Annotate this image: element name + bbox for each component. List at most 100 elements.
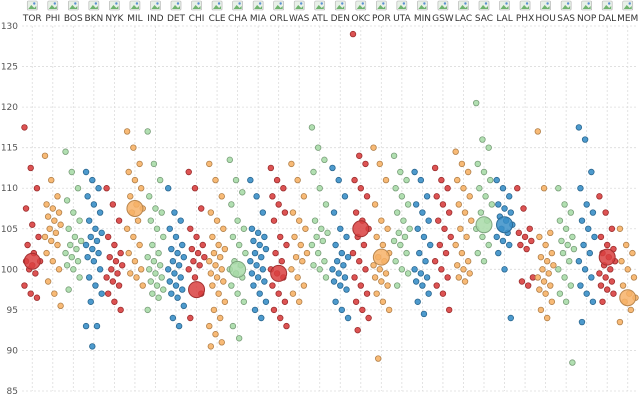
data-point-den (337, 282, 344, 289)
team-logo-uta (396, 0, 408, 11)
team-logo-sas (560, 0, 572, 11)
data-point-nyk (109, 201, 117, 208)
team-label-lal: LAL (496, 14, 512, 24)
data-point-min (427, 241, 434, 249)
team-logo-min (417, 0, 428, 11)
data-point-tor (33, 185, 41, 192)
data-point-mem (624, 266, 631, 273)
data-point-ind (146, 266, 153, 273)
data-point-ind (155, 249, 162, 257)
data-point-por (376, 160, 383, 168)
data-point-phx (517, 241, 524, 249)
team-label-den: DEN (331, 14, 350, 24)
image-placeholder-sun (74, 2, 77, 5)
highlight-point-okc (352, 220, 370, 238)
data-point-mem (618, 258, 625, 265)
team-label-was: WAS (289, 14, 310, 24)
image-placeholder-sun (300, 2, 303, 5)
data-point-det (180, 253, 188, 261)
data-point-bkn (95, 249, 102, 257)
team-label-cha: CHA (228, 14, 248, 24)
data-point-mil (127, 193, 134, 200)
team-label-uta: UTA (393, 14, 411, 24)
data-point-por (375, 355, 382, 362)
data-point-orl (281, 209, 289, 216)
image-placeholder-mountain (623, 5, 632, 9)
data-point-mem (622, 241, 630, 249)
team-logo-lal (499, 0, 510, 11)
image-placeholder-mountain (438, 5, 447, 9)
data-point-por (384, 282, 391, 289)
data-point-bos (70, 209, 77, 216)
data-point-atl (308, 124, 316, 131)
data-point-chi (193, 233, 200, 241)
data-point-orl (275, 290, 282, 297)
data-point-mia (254, 229, 262, 237)
data-point-bkn (89, 245, 96, 253)
data-point-was (289, 209, 297, 216)
data-point-bos (74, 258, 82, 265)
data-point-ind (147, 278, 154, 285)
image-placeholder-sun (197, 2, 200, 5)
image-placeholder-mountain (213, 5, 222, 9)
data-point-sac (472, 99, 480, 107)
data-point-tor (24, 241, 31, 249)
data-point-nop (589, 209, 597, 216)
data-point-por (379, 241, 387, 249)
image-placeholder-sun (546, 2, 549, 5)
data-point-phx (518, 278, 526, 285)
data-point-den (330, 209, 338, 216)
image-placeholder-sun (341, 2, 344, 5)
data-point-nop (585, 225, 592, 232)
data-point-dal (599, 298, 606, 305)
data-point-cha (226, 156, 233, 164)
highlight-point-dal (598, 248, 616, 266)
image-placeholder-mountain (110, 5, 119, 9)
data-point-chi (185, 168, 192, 176)
team-label-tor: TOR (22, 14, 42, 24)
data-point-bos (62, 148, 69, 155)
data-point-cle (206, 258, 213, 265)
highlight-point-orl (270, 264, 288, 282)
data-point-gsw (433, 193, 440, 200)
data-point-mia (250, 237, 257, 245)
data-point-bos (76, 274, 83, 281)
data-point-ind (150, 258, 158, 265)
data-point-hou (542, 290, 549, 297)
data-point-mia (262, 245, 270, 253)
highlight-point-lal (496, 216, 514, 234)
data-point-det (177, 217, 184, 224)
data-point-uta (390, 152, 398, 159)
data-point-den (329, 266, 336, 273)
data-point-cle (209, 233, 216, 241)
data-point-orl (270, 217, 278, 224)
data-point-cle (212, 176, 219, 184)
data-point-cha (229, 233, 237, 241)
image-placeholder-sun (382, 2, 385, 5)
data-point-mem (630, 274, 638, 281)
image-placeholder-mountain (69, 5, 78, 9)
team-logo-ind (150, 0, 161, 11)
team-label-mem: MEM (617, 14, 638, 24)
highlight-point-mem (619, 289, 637, 307)
data-point-lac (461, 209, 469, 216)
data-point-lal (495, 201, 502, 208)
team-logo-tor (26, 0, 38, 11)
image-placeholder-mountain (48, 5, 57, 9)
data-point-mem (616, 225, 624, 232)
data-point-sas (562, 225, 570, 232)
data-point-sac (480, 168, 488, 176)
data-point-ind (156, 262, 164, 269)
data-point-bos (65, 225, 72, 232)
data-point-okc (357, 282, 364, 289)
data-point-den (344, 314, 352, 322)
data-point-den (330, 278, 338, 285)
data-point-sac (476, 185, 483, 192)
team-label-hou: HOU (535, 14, 555, 24)
data-point-sas (566, 258, 573, 265)
data-point-hou (547, 282, 554, 289)
data-point-cle (220, 225, 227, 232)
data-point-bkn (98, 290, 105, 297)
data-point-mia (247, 176, 254, 184)
data-point-was (288, 266, 295, 273)
